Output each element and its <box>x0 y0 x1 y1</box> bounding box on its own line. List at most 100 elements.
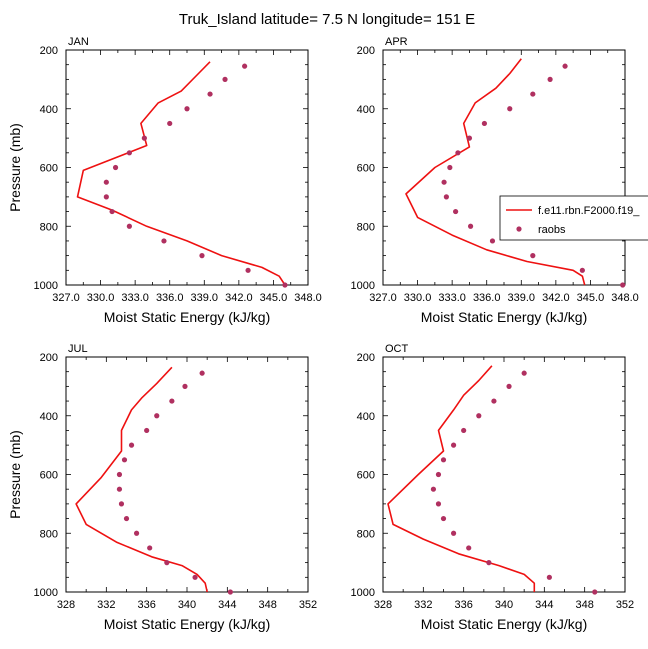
panel-title: JUL <box>68 343 88 355</box>
raobs-point <box>169 398 175 404</box>
raobs-point <box>184 106 190 112</box>
x-tick-label: 340 <box>495 599 513 611</box>
raobs-point <box>154 413 160 419</box>
x-tick-label: 336.0 <box>473 292 501 304</box>
model-profile-line <box>75 366 208 593</box>
raobs-point <box>199 370 205 376</box>
raobs-point <box>491 398 497 404</box>
raobs-point <box>123 515 130 522</box>
raobs-point <box>282 282 288 288</box>
plot-frame <box>65 356 309 593</box>
panel-title: OCT <box>385 343 409 355</box>
x-tick-label: 348.0 <box>611 292 639 304</box>
x-tick-label: 333.0 <box>121 292 149 304</box>
x-tick-label: 327.0 <box>369 292 397 304</box>
y-tick-label: 800 <box>357 221 375 233</box>
x-axis-label: Moist Static Energy (kJ/kg) <box>104 616 271 632</box>
x-tick-label: 332 <box>97 599 115 611</box>
y-tick-label: 200 <box>40 352 58 364</box>
raobs-point <box>455 150 461 156</box>
x-tick-label: 348 <box>575 599 593 611</box>
y-tick-label: 1000 <box>351 587 375 599</box>
raobs-point <box>192 574 198 580</box>
model-profile-line <box>387 365 536 592</box>
legend-raobs-label: raobs <box>538 224 566 236</box>
raobs-point <box>126 223 132 229</box>
x-tick-label: 333.0 <box>438 292 466 304</box>
x-tick-label: 336 <box>137 599 155 611</box>
raobs-point <box>245 267 251 273</box>
raobs-point <box>546 574 552 580</box>
raobs-point <box>435 471 442 478</box>
raobs-point <box>182 383 188 389</box>
raobs-point <box>476 413 482 419</box>
y-tick-label: 1000 <box>351 280 375 292</box>
x-axis-label: Moist Static Energy (kJ/kg) <box>104 309 271 325</box>
y-tick-label: 200 <box>40 45 58 57</box>
raobs-point <box>441 179 447 185</box>
raobs-point <box>562 63 568 69</box>
x-tick-label: 336.0 <box>156 292 184 304</box>
legend-marker-swatch <box>516 226 522 232</box>
raobs-point <box>450 530 457 536</box>
y-tick-label: 600 <box>40 470 58 482</box>
raobs-point <box>207 91 213 97</box>
legend: f.e11.rbn.F2000.f19_raobs <box>499 195 648 241</box>
raobs-point <box>507 106 513 112</box>
raobs-point <box>466 135 473 141</box>
raobs-point <box>579 267 585 273</box>
y-axis-label: Pressure (mb) <box>7 123 23 212</box>
raobs-point <box>199 253 205 259</box>
x-tick-label: 332 <box>414 599 432 611</box>
panel-title: JAN <box>68 36 89 48</box>
raobs-point <box>481 120 488 127</box>
x-tick-label: 328 <box>374 599 392 611</box>
x-tick-label: 340 <box>178 599 196 611</box>
x-tick-label: 342.0 <box>542 292 570 304</box>
raobs-point <box>116 471 123 478</box>
x-tick-label: 344 <box>218 599 236 611</box>
x-tick-label: 328 <box>57 599 75 611</box>
raobs-point <box>440 457 447 463</box>
legend-box <box>499 195 648 241</box>
raobs-point <box>435 501 442 507</box>
x-tick-label: 345.0 <box>577 292 605 304</box>
y-tick-label: 400 <box>357 411 375 423</box>
raobs-point <box>121 457 128 463</box>
y-tick-label: 400 <box>40 104 58 116</box>
raobs-point <box>164 560 170 566</box>
y-tick-label: 400 <box>357 104 375 116</box>
raobs-point <box>530 91 536 97</box>
raobs-point <box>466 545 472 551</box>
x-axis-label: Moist Static Energy (kJ/kg) <box>421 309 588 325</box>
raobs-point <box>126 150 132 156</box>
raobs-point <box>112 164 119 171</box>
raobs-point <box>141 135 147 141</box>
y-tick-label: 600 <box>357 470 375 482</box>
x-tick-label: 330.0 <box>404 292 432 304</box>
raobs-point <box>506 383 512 389</box>
raobs-point <box>430 486 437 492</box>
raobs-point <box>461 427 467 434</box>
raobs-point <box>161 238 167 244</box>
raobs-point <box>530 253 536 259</box>
plot-frame <box>382 49 626 286</box>
y-tick-label: 1000 <box>34 280 58 292</box>
raobs-point <box>450 442 457 448</box>
raobs-point <box>128 442 135 448</box>
y-axis-label: Pressure (mb) <box>7 430 23 519</box>
x-tick-label: 339.0 <box>508 292 536 304</box>
y-tick-label: 1000 <box>34 587 58 599</box>
raobs-point <box>547 76 553 82</box>
x-tick-label: 352 <box>299 599 317 611</box>
raobs-point <box>109 208 115 215</box>
x-tick-label: 344 <box>535 599 553 611</box>
y-tick-label: 800 <box>40 221 58 233</box>
y-tick-label: 800 <box>357 528 375 540</box>
x-tick-label: 339.0 <box>191 292 219 304</box>
